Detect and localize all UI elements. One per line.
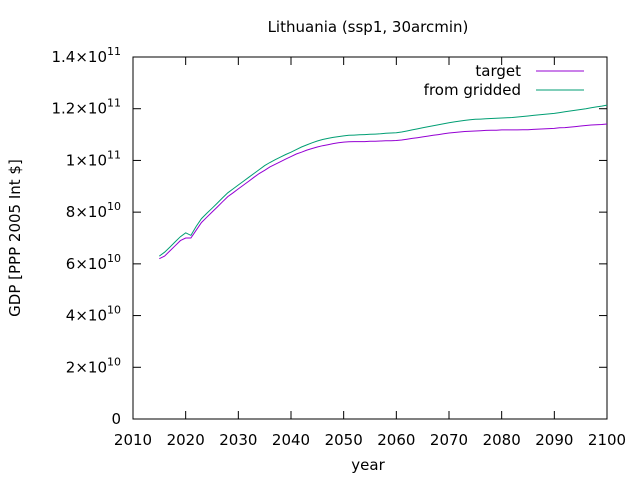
series-layer bbox=[159, 104, 608, 260]
y-axis-label: GDP [PPP 2005 Int $] bbox=[6, 159, 24, 317]
x-tick-label: 2090 bbox=[535, 431, 573, 449]
y-tick-label: 0 bbox=[111, 410, 121, 428]
y-tick-label: 4×1010 bbox=[66, 304, 121, 325]
legend-label: from gridded bbox=[424, 81, 521, 99]
series-line-target bbox=[159, 123, 608, 260]
x-tick-label: 2040 bbox=[272, 431, 310, 449]
x-tick-label: 2060 bbox=[377, 431, 415, 449]
x-tick-label: 2100 bbox=[588, 431, 626, 449]
x-tick-label: 2080 bbox=[483, 431, 521, 449]
plot-frame bbox=[132, 56, 608, 420]
x-axis: 2010 2020 2030 2040 2050 2060 2070 2080 2090 2100 bbox=[114, 57, 626, 449]
y-tick-label: 6×1010 bbox=[66, 252, 121, 273]
x-tick-label: 2010 bbox=[114, 431, 152, 449]
x-tick-label: 2070 bbox=[430, 431, 468, 449]
legend-label: target bbox=[475, 62, 521, 80]
x-tick-label: 2030 bbox=[219, 431, 257, 449]
x-axis-label: year bbox=[351, 456, 385, 474]
y-tick-label: 1.2×1011 bbox=[51, 97, 121, 118]
y-axis: 0 2×1010 4×1010 6×1010 8×1010 1×1011 1.2×1011 1… bbox=[51, 45, 607, 428]
y-tick-label: 1.4×1011 bbox=[51, 45, 121, 66]
x-tick-label: 2050 bbox=[325, 431, 363, 449]
x-tick-label: 2020 bbox=[167, 431, 205, 449]
y-tick-label: 8×1010 bbox=[66, 200, 121, 221]
y-tick-label: 1×1011 bbox=[66, 148, 121, 169]
chart-title: Lithuania (ssp1, 30arcmin) bbox=[268, 18, 469, 36]
y-tick-label: 2×1010 bbox=[66, 355, 121, 376]
series-line-from-gridded bbox=[159, 104, 608, 257]
